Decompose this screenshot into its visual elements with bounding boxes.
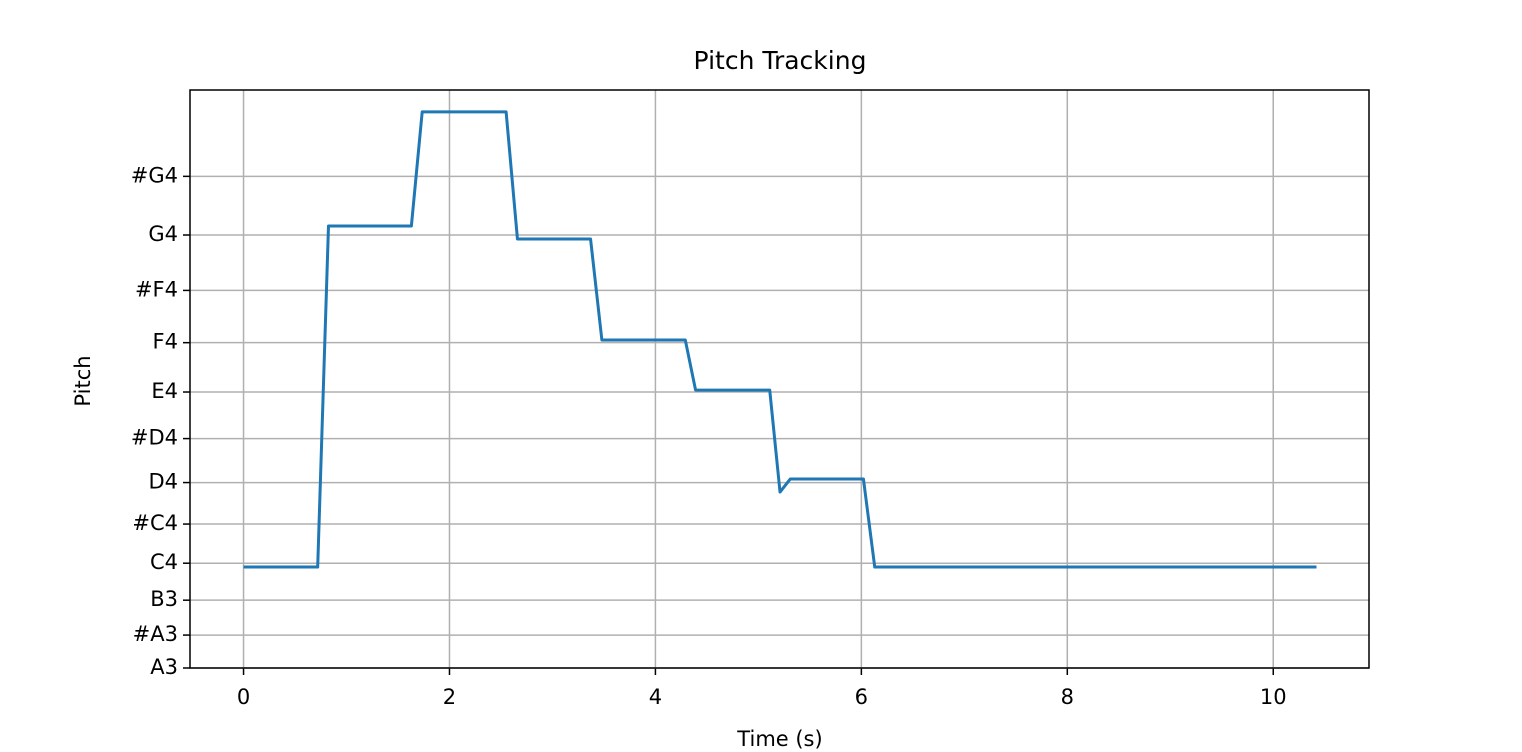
y-tick-label: B3	[150, 587, 178, 611]
x-tick-label: 4	[649, 685, 662, 709]
y-tick-label: G4	[148, 222, 178, 246]
plot-frame	[189, 89, 1370, 669]
y-tick-label: F4	[153, 330, 178, 354]
y-tick-label: #C4	[132, 511, 178, 535]
y-tick-label: E4	[151, 379, 178, 403]
y-tick-label: #A3	[133, 622, 178, 646]
x-tick-label: 6	[855, 685, 868, 709]
x-tick-label: 8	[1061, 685, 1074, 709]
y-tick-label: A3	[150, 655, 178, 679]
y-tick-label: C4	[150, 550, 178, 574]
y-tick-label: #F4	[135, 277, 178, 301]
line-series	[243, 110, 1317, 569]
x-axis-label: Time (s)	[736, 727, 822, 751]
y-tick-label: #G4	[131, 163, 178, 187]
y-axis-label: Pitch	[71, 355, 95, 406]
x-tick-label: 2	[443, 685, 456, 709]
x-tick-label: 0	[237, 685, 250, 709]
y-tick-label: #D4	[131, 426, 178, 450]
x-tick-label: 10	[1260, 685, 1287, 709]
chart-title: Pitch Tracking	[694, 46, 867, 75]
y-tick-label: D4	[148, 470, 178, 494]
